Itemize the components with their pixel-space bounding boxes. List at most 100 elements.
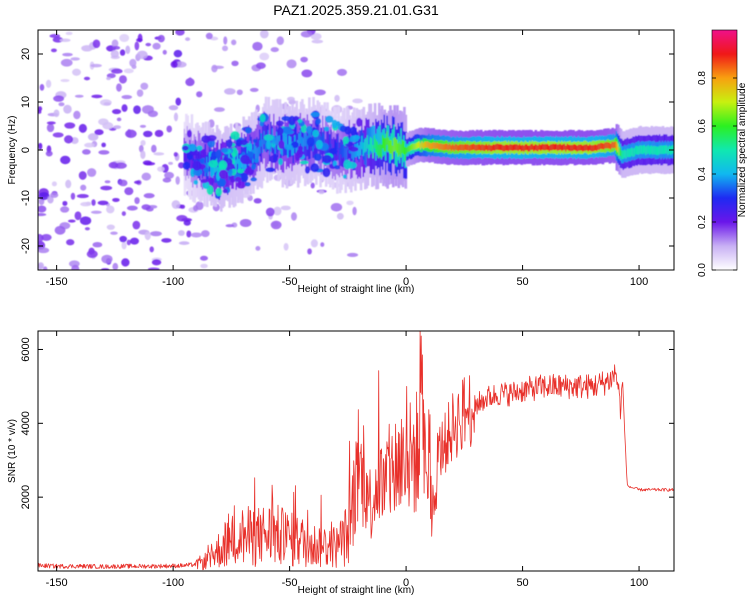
spectrogram-ridge-cell [275,131,279,146]
spectrogram-ridge-cell [428,142,431,149]
spectrogram-ridge-cell [333,147,336,162]
spectrogram-ridge-blob [281,115,291,122]
spectrogram-ridge-cell [238,158,241,173]
spectrogram-noise-blob [87,133,99,141]
spectrogram-ridge-cell [379,124,382,152]
spectrogram-ridge-cell [264,138,268,152]
spectrogram-ridge-cell [537,145,540,152]
spectrogram-ridge-cell [345,147,349,162]
spectrogram-ridge-cell [590,145,594,152]
spectrogram-noise-blob [183,219,191,226]
spectrogram-ridge-cell [305,135,308,163]
spectrogram-ridge-cell [377,126,381,154]
spectrogram-ridge-cell [473,143,476,150]
spectrogram-noise-blob [162,177,172,183]
spectrogram-ridge-cell [514,144,518,151]
spectrogram-ridge-cell [495,143,498,151]
spectrogram-ridge-cell [398,141,402,155]
spectrogram-ridge-cell [556,144,560,151]
spectrogram-ridge-cell [583,144,587,151]
spectrogram-noise-blob [70,57,80,61]
spectrogram-ridge-cell [442,144,445,151]
spectrogram-ridge-cell [326,128,329,155]
spectrogram-noise-blob [108,161,119,169]
spectrogram-noise-blob [70,192,76,200]
spectrogram-ridge-blob [278,158,283,166]
spectrogram-noise-blob [154,129,164,138]
spectrogram-ridge-blob [253,158,260,163]
spectrogram-noise-blob [334,94,340,102]
spectrogram-noise-blob [143,193,155,199]
spectrogram-ridge-cell [440,143,444,150]
figure-title: PAZ1.2025.359.21.01.G31 [273,2,439,18]
colorbar-gradient [711,29,738,271]
spectrogram-ridge-blob [259,114,266,123]
spectrogram-ridge-cell [206,156,209,171]
spectrogram-ridge-cell [394,137,398,151]
spectrogram-ridge-cell [527,145,531,152]
spectrogram-noise-blob [201,230,210,238]
spectrogram-ridge-cell [412,143,416,150]
spectrogram-ridge-cell [329,134,332,148]
spectrogram-ridge-cell [426,141,430,148]
spectrogram-ridge-blob [218,169,229,179]
snr-y-tick-label: 2000 [20,485,32,509]
spectrogram-ridge-blob [344,125,352,135]
spectrogram-ridge-cell [245,136,248,164]
spectrogram-ridge-cell [489,145,493,152]
spectrogram-ridge-blob [306,137,315,147]
spectrogram-x-tick-label: 50 [516,276,528,288]
spectrogram-noise-blob [171,200,181,209]
spectrogram-ridge-cell [573,143,577,151]
spectrogram-noise-blob [110,231,118,235]
spectrogram-ridge-cell [502,145,505,152]
spectrogram-noise-blob [50,48,57,53]
spectrogram-noise-blob [80,184,87,191]
spectrogram-y-tick-label: -10 [20,190,32,206]
spectrogram-ridge-cell [493,144,497,151]
spectrogram-noise-blob [224,88,236,95]
spectrogram-ridge-blob [306,125,313,134]
spectrogram-noise-blob [147,267,160,270]
spectrogram-noise-blob [178,162,185,169]
spectrogram-ridge-cell [260,133,264,147]
spectrogram-ridge-cell [301,136,304,151]
spectrogram-noise-blob [53,109,60,118]
spectrogram-ridge-cell [210,162,213,177]
spectrogram-ridge-cell [453,145,457,152]
spectrogram-noise-blob [60,58,73,67]
spectrogram-ridge-cell [485,143,489,150]
spectrogram-noise-blob [46,123,55,133]
spectrogram-ridge-cell [422,142,426,149]
spectrogram-y-tick-label: 0 [20,147,32,153]
spectrogram-ridge-cell [433,142,437,149]
spectrogram-noise-blob [38,205,47,213]
spectrogram-ridge-blob [297,118,303,123]
spectrogram-noise-blob [136,38,143,42]
spectrogram-ridge-cell [365,140,368,168]
spectrogram-ridge-cell [572,144,575,151]
spectrogram-ridge-cell [432,142,436,149]
spectrogram-ridge-cell [498,143,501,151]
spectrogram-ridge-blob [322,167,331,178]
spectrogram-ridge-cell [538,143,542,150]
spectrogram-ridge-cell [185,151,188,165]
spectrogram-ridge-blob [251,163,257,170]
spectrogram-x-ticks: -150 -100 -50 0 50 100 [46,30,648,288]
spectrogram-noise-blob [259,52,270,61]
spectrogram-noise-blob [286,59,297,69]
spectrogram-ridge-cell [512,144,515,151]
spectrogram-ridge-blob [295,151,300,162]
spectrogram-noise-blob [59,38,71,42]
spectrogram-noise-blob [173,112,179,122]
spectrogram-ridge-cell [630,147,634,156]
colorbar-tick-label: 0.2 [697,215,708,229]
spectrogram-ridge-cell [344,147,348,162]
spectrogram-ridge-cell [463,144,466,151]
spectrogram-noise-blob [151,144,157,153]
spectrogram-ridge-cell [637,146,641,155]
spectrogram-noise-blob [346,252,359,258]
spectrogram-ridge-blob [182,161,191,170]
spectrogram-noise-blob [129,58,137,67]
spectrogram-noise-blob [74,211,82,221]
